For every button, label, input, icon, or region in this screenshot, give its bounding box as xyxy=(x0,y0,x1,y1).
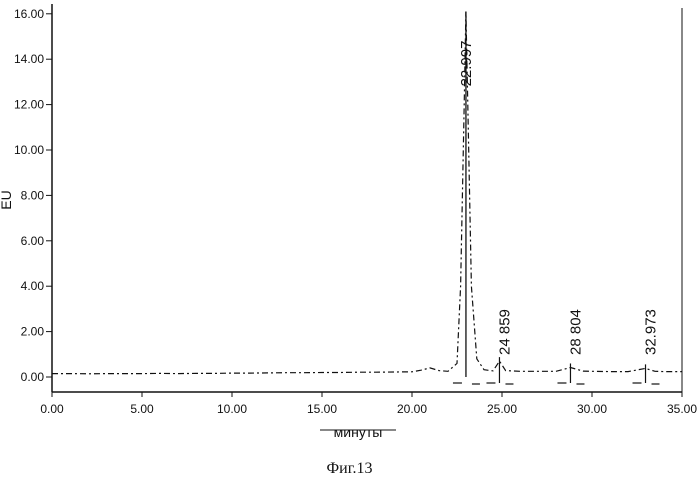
chromatogram-trace xyxy=(52,12,682,374)
peak-time-label: 22.997 xyxy=(458,41,475,87)
peak-time-label: 32.973 xyxy=(643,309,660,355)
x-ticks: 0.00 5.00 10.00 15.00 20.00 25.00 30.00 35.00 xyxy=(40,392,697,416)
plot-frame xyxy=(52,4,682,392)
x-tick-label: 0.00 xyxy=(40,402,64,416)
peak-time-label: 24 859 xyxy=(496,309,513,355)
y-tick-label: 12.00 xyxy=(14,98,44,112)
x-axis-title: минуты xyxy=(334,424,383,440)
x-tick-label: 15.00 xyxy=(307,402,337,416)
chromatogram-chart: 0.00 2.00 4.00 6.00 8.00 10.00 12.00 14.00 16.00… xyxy=(0,0,699,460)
peak-time-label: 28 804 xyxy=(567,309,584,355)
x-tick-label: 20.00 xyxy=(397,402,427,416)
y-tick-label: 6.00 xyxy=(21,234,45,248)
x-tick-label: 10.00 xyxy=(217,402,247,416)
x-tick-label: 5.00 xyxy=(130,402,154,416)
y-tick-label: 2.00 xyxy=(21,325,45,339)
x-tick-label: 35.00 xyxy=(667,402,697,416)
y-tick-label: 4.00 xyxy=(21,279,45,293)
figure-caption: Фиг.13 xyxy=(0,460,699,478)
x-tick-label: 30.00 xyxy=(577,402,607,416)
series-line xyxy=(52,12,682,374)
x-tick-label: 25.00 xyxy=(487,402,517,416)
y-tick-label: 16.00 xyxy=(14,7,44,21)
peak-markers: 22.997 24 859 28 804 32.973 xyxy=(453,12,660,384)
y-tick-label: 8.00 xyxy=(21,188,45,202)
y-tick-label: 14.00 xyxy=(14,52,44,66)
y-tick-label: 10.00 xyxy=(14,143,44,157)
y-tick-label: 0.00 xyxy=(21,370,45,384)
y-axis-title: EU xyxy=(0,190,14,209)
y-ticks: 0.00 2.00 4.00 6.00 8.00 10.00 12.00 14.00 16.00 xyxy=(14,7,52,384)
